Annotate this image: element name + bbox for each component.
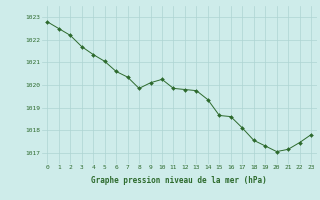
X-axis label: Graphe pression niveau de la mer (hPa): Graphe pression niveau de la mer (hPa) — [91, 176, 267, 185]
